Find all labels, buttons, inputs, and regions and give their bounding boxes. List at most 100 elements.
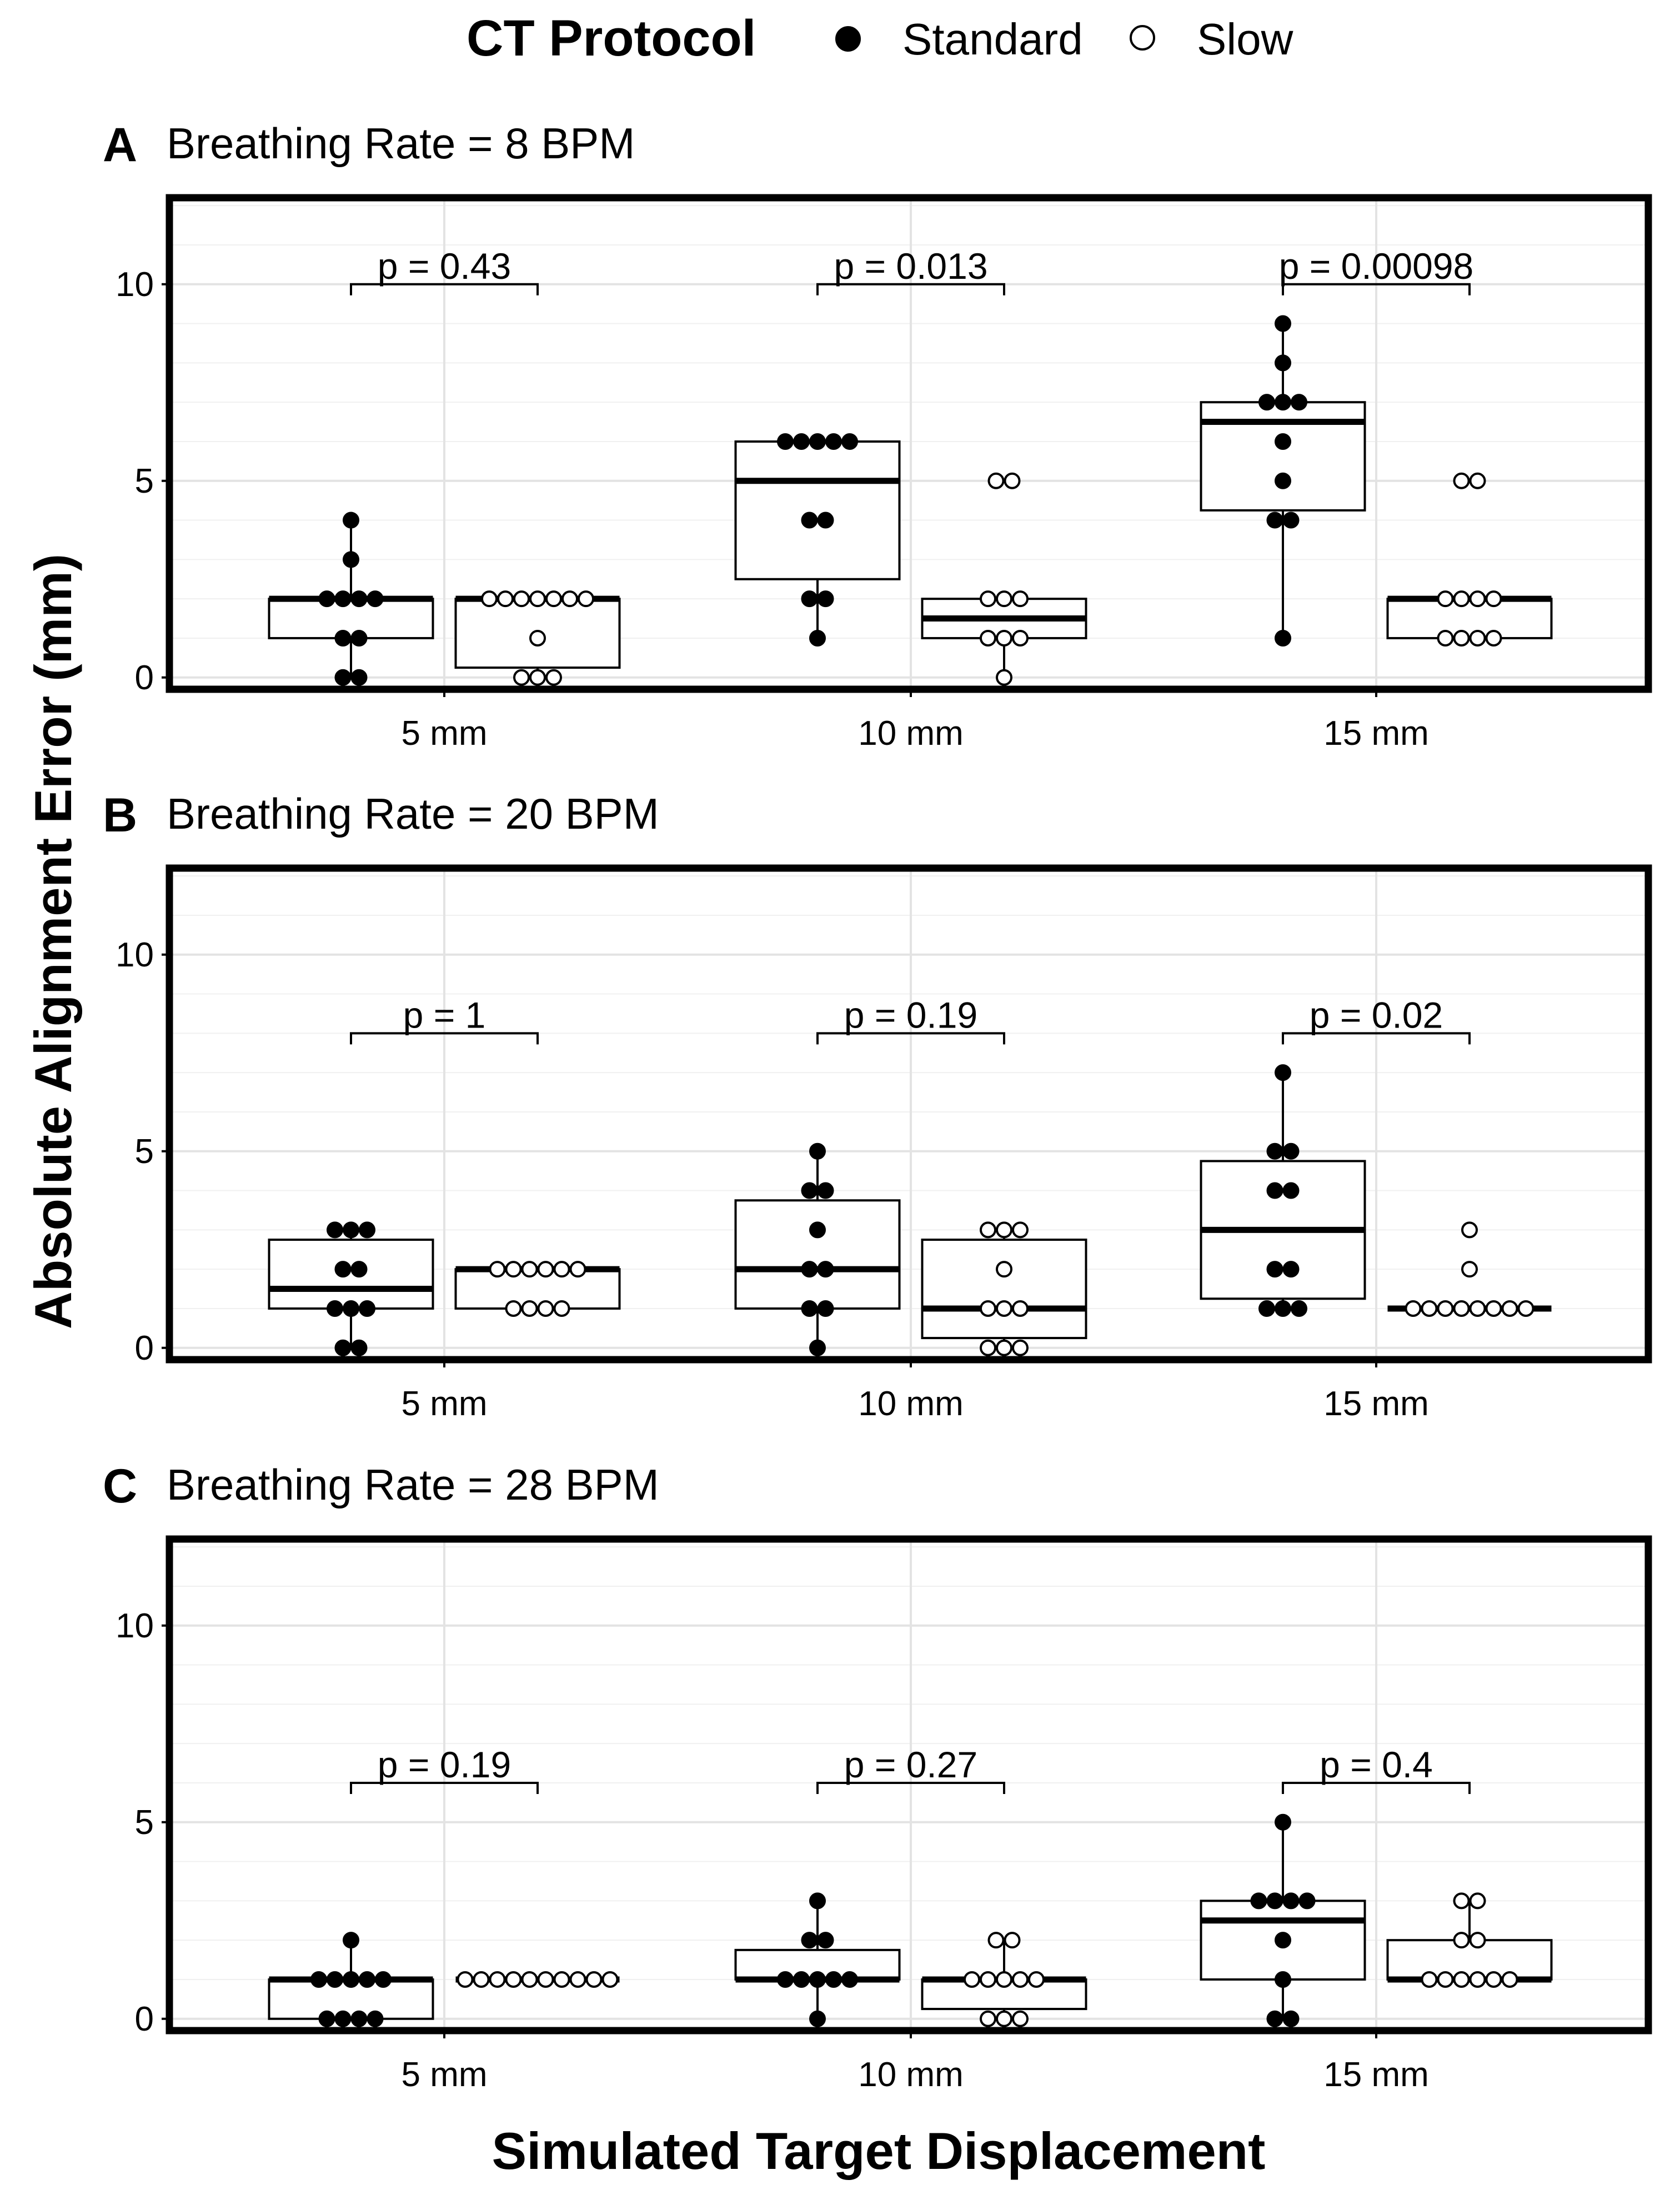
standard-point: [817, 590, 834, 608]
standard-box: [734, 1199, 901, 1310]
standard-point: [1282, 1182, 1300, 1199]
slow-point: [505, 1300, 522, 1317]
panel-c-title: Breathing Rate = 28 BPM: [167, 1460, 659, 1509]
slow-point: [497, 590, 514, 608]
legend-marker-standard: [835, 26, 861, 52]
slow-point: [521, 1971, 538, 1988]
standard-point: [359, 1300, 375, 1317]
x-axis-title: Simulated Target Displacement: [492, 2122, 1266, 2180]
standard-point: [809, 2010, 826, 2027]
p-value-label: p = 0.27: [844, 1744, 977, 1785]
slow-point: [996, 2010, 1012, 2027]
standard-point: [343, 1221, 359, 1239]
slow-point: [585, 1971, 603, 1988]
standard-point: [801, 1300, 818, 1317]
slow-point: [980, 590, 996, 608]
y-tick-label: 10: [116, 265, 154, 304]
slow-point: [1012, 1221, 1029, 1239]
slow-point: [1437, 629, 1454, 647]
slow-point: [1469, 472, 1486, 489]
slow-point: [996, 1971, 1012, 1988]
y-tick-label: 5: [135, 1132, 154, 1171]
slow-point: [529, 590, 546, 608]
standard-point: [343, 1932, 359, 1949]
y-tick-label: 10: [116, 1607, 154, 1645]
slow-point: [996, 1221, 1012, 1239]
slow-point: [996, 1300, 1012, 1317]
panel-a: 0 5 10 5 mm 10 mm 15 mm p = 0.43 p = 0.013 p = 0…: [116, 194, 1652, 753]
slow-point: [569, 1261, 586, 1278]
slow-point: [980, 1221, 996, 1239]
standard-point: [343, 1971, 359, 1988]
standard-point: [367, 590, 384, 608]
standard-point: [777, 433, 794, 450]
slow-point: [996, 669, 1012, 686]
standard-point: [334, 669, 352, 686]
slow-point: [1028, 1971, 1045, 1988]
slow-point: [553, 1261, 570, 1278]
slow-point: [561, 590, 578, 608]
y-tick-label: 5: [135, 1803, 154, 1842]
slow-point: [1012, 1300, 1029, 1317]
x-tick-label: 10 mm: [858, 714, 963, 753]
slow-point: [545, 669, 562, 686]
standard-point: [343, 512, 359, 529]
standard-point: [1275, 315, 1291, 332]
standard-point: [817, 1182, 834, 1199]
slow-point: [529, 669, 546, 686]
x-tick-label: 15 mm: [1323, 1385, 1428, 1423]
slow-point: [987, 472, 1005, 489]
legend-marker-slow: [1130, 25, 1155, 51]
legend-label-slow: Slow: [1197, 14, 1293, 64]
p-bracket: [350, 1032, 539, 1045]
standard-point: [809, 1221, 826, 1239]
slow-point: [996, 1261, 1012, 1278]
standard-point: [1266, 1142, 1283, 1160]
p-value-label: p = 0.19: [844, 994, 977, 1035]
slow-point: [545, 590, 562, 608]
slow-point: [521, 1261, 538, 1278]
standard-point: [1266, 1892, 1283, 1910]
standard-point: [1275, 1300, 1291, 1317]
panel-border: [166, 1535, 1652, 2034]
slow-point: [578, 590, 594, 608]
slow-point: [1437, 590, 1454, 608]
slow-point: [987, 1932, 1005, 1949]
x-tick-label: 10 mm: [858, 1385, 963, 1423]
standard-point: [1275, 433, 1291, 450]
slow-point: [529, 629, 546, 647]
slow-box: [921, 1239, 1087, 1340]
p-value-label: p = 0.00098: [1279, 245, 1474, 287]
standard-point: [1250, 1892, 1267, 1910]
standard-point: [327, 1300, 343, 1317]
slow-point: [1485, 1300, 1502, 1317]
standard-box: [1200, 401, 1366, 512]
standard-point: [1266, 1182, 1283, 1199]
p-value-label: p = 0.4: [1320, 1744, 1433, 1785]
standard-point: [793, 433, 810, 450]
standard-point: [1258, 394, 1275, 411]
standard-point: [825, 433, 842, 450]
slow-point: [1004, 1932, 1021, 1949]
standard-point: [334, 629, 352, 647]
standard-point: [777, 1971, 794, 1988]
standard-point: [310, 1971, 327, 1988]
slow-point: [1501, 1300, 1518, 1317]
p-value-label: p = 0.02: [1310, 994, 1443, 1035]
standard-point: [809, 1971, 826, 1988]
slow-point: [1012, 1971, 1029, 1988]
x-tick-label: 5 mm: [402, 1385, 488, 1423]
x-tick-label: 5 mm: [402, 2056, 488, 2094]
p-value-label: p = 0.013: [834, 245, 987, 287]
standard-point: [1275, 629, 1291, 647]
legend-title: CT Protocol: [467, 10, 756, 67]
slow-point: [1485, 1971, 1502, 1988]
slow-point: [1469, 629, 1486, 647]
slow-point: [1012, 2010, 1029, 2027]
slow-point: [481, 590, 498, 608]
x-tick-label: 15 mm: [1323, 2056, 1428, 2094]
slow-point: [996, 629, 1012, 647]
slow-point: [521, 1300, 538, 1317]
